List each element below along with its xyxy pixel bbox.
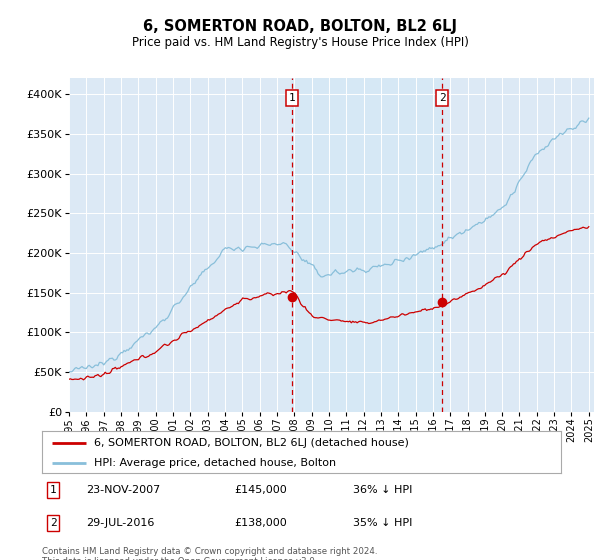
Text: 1: 1 [50,485,56,495]
Text: Contains HM Land Registry data © Crown copyright and database right 2024.
This d: Contains HM Land Registry data © Crown c… [42,547,377,560]
Bar [292,78,442,412]
Text: 1: 1 [289,93,296,103]
Text: 23-NOV-2007: 23-NOV-2007 [86,485,160,495]
Text: £145,000: £145,000 [234,485,287,495]
Text: 36% ↓ HPI: 36% ↓ HPI [353,485,413,495]
Text: Price paid vs. HM Land Registry's House Price Index (HPI): Price paid vs. HM Land Registry's House … [131,36,469,49]
Text: £138,000: £138,000 [234,518,287,528]
Text: 2: 2 [50,518,56,528]
Text: 6, SOMERTON ROAD, BOLTON, BL2 6LJ (detached house): 6, SOMERTON ROAD, BOLTON, BL2 6LJ (detac… [94,438,409,448]
Text: 35% ↓ HPI: 35% ↓ HPI [353,518,413,528]
Text: HPI: Average price, detached house, Bolton: HPI: Average price, detached house, Bolt… [94,458,336,468]
Text: 2: 2 [439,93,446,103]
Text: 29-JUL-2016: 29-JUL-2016 [86,518,154,528]
Text: 6, SOMERTON ROAD, BOLTON, BL2 6LJ: 6, SOMERTON ROAD, BOLTON, BL2 6LJ [143,19,457,34]
